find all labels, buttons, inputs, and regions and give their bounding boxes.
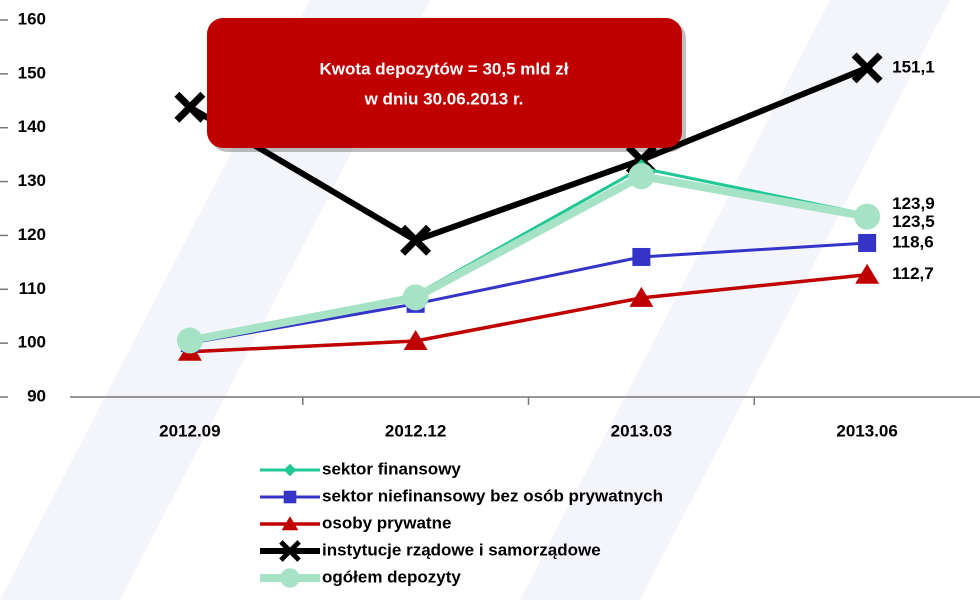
data-label: 123,5 [892, 212, 935, 231]
marker [858, 233, 877, 252]
marker [283, 490, 297, 504]
legend-entry: sektor finansowy [260, 459, 461, 478]
data-label: 123,9 [892, 194, 935, 213]
marker [400, 224, 432, 256]
marker [851, 52, 883, 84]
y-tick-label: 110 [19, 279, 46, 298]
marker [632, 247, 651, 266]
data-label: 112,7 [892, 264, 934, 283]
marker [628, 163, 655, 190]
x-tick-label: 2013.06 [836, 421, 897, 440]
marker [854, 203, 881, 230]
legend-entry: ogółem depozyty [260, 567, 461, 588]
data-label: 118,6 [892, 232, 934, 251]
series-line [189, 241, 868, 345]
background-decor [0, 0, 950, 600]
legend-label: ogółem depozyty [322, 567, 461, 586]
marker [283, 463, 297, 477]
marker [403, 329, 428, 350]
legend-entry: sektor niefinansowy bez osób prywatnych [260, 486, 663, 505]
y-tick-label: 130 [18, 171, 46, 190]
y-tick-label: 150 [18, 63, 46, 82]
y-tick-label: 160 [18, 9, 46, 28]
marker [279, 540, 301, 562]
marker [174, 91, 206, 123]
annotation-text: Kwota depozytów = 30,5 mld zł [320, 59, 569, 78]
annotation-text: w dniu 30.06.2013 r. [364, 89, 524, 108]
y-tick-label: 140 [18, 117, 46, 136]
y-tick-label: 100 [18, 333, 46, 352]
x-tick-label: 2012.09 [159, 421, 220, 440]
series-line [189, 172, 868, 345]
series-line [188, 65, 869, 244]
legend-entry: osoby prywatne [260, 513, 451, 532]
legend-label: sektor niefinansowy bez osób prywatnych [322, 486, 663, 505]
marker [629, 286, 654, 307]
series-line [189, 273, 868, 354]
annotation-box [207, 18, 682, 148]
y-tick-label: 90 [27, 386, 46, 405]
data-label: 151,1 [892, 57, 935, 76]
legend-label: osoby prywatne [322, 513, 451, 532]
marker [281, 516, 299, 531]
marker [280, 568, 300, 588]
legend-label: sektor finansowy [322, 459, 461, 478]
x-tick-label: 2013.03 [611, 421, 672, 440]
marker [402, 284, 429, 311]
legend-entry: instytucje rządowe i samorządowe [260, 540, 601, 562]
legend-label: instytucje rządowe i samorządowe [322, 540, 601, 559]
marker [855, 263, 880, 284]
x-tick-label: 2012.12 [385, 421, 446, 440]
y-tick-label: 120 [18, 225, 46, 244]
marker [176, 327, 203, 354]
